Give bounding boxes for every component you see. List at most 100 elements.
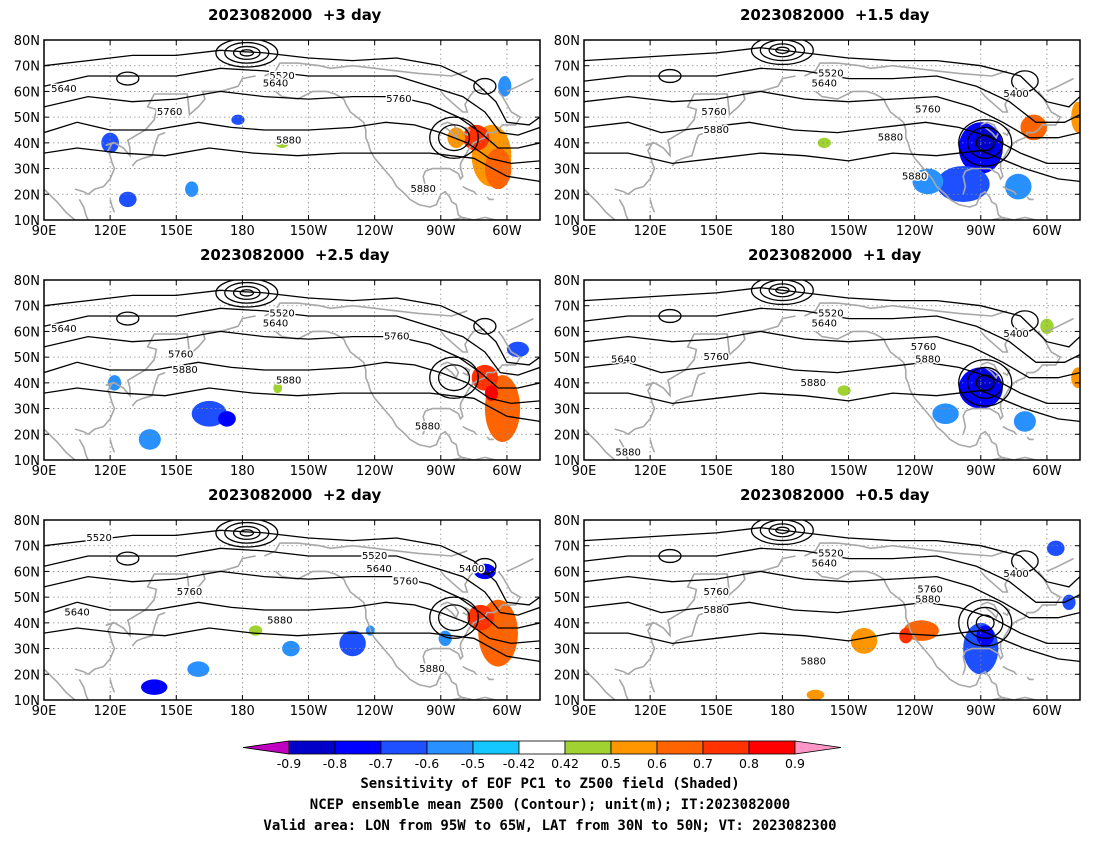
z500-contour — [215, 280, 279, 308]
coastline — [109, 199, 116, 213]
z500-contour — [966, 606, 1004, 639]
contour-label: 5640 — [263, 319, 288, 330]
contour-label: 5880 — [902, 171, 927, 182]
z500-contour — [232, 525, 261, 540]
contour-label: 5520 — [269, 71, 294, 82]
lon-tick-label: 90E — [572, 704, 597, 719]
z500-contour — [429, 596, 479, 639]
coastline — [462, 185, 477, 195]
contour-label: 5640 — [812, 319, 837, 330]
coastline — [1026, 436, 1034, 441]
coastline — [275, 330, 466, 460]
z500-contour — [44, 147, 540, 183]
contour-label: 5760 — [393, 577, 418, 588]
z500-contour — [584, 330, 1080, 379]
lat-tick-label: 80N — [554, 514, 580, 529]
contour-label: 5880 — [915, 355, 940, 366]
contour-label: 5400 — [1003, 569, 1028, 580]
z500-contour — [44, 67, 540, 136]
lat-tick-label: 30N — [554, 403, 580, 418]
lon-tick-label: 120E — [94, 464, 127, 479]
z500-contour — [658, 548, 682, 564]
coastline — [44, 428, 76, 460]
coastline — [462, 425, 477, 435]
lat-tick-label: 40N — [554, 377, 580, 392]
lon-tick-label: 90W — [966, 224, 996, 239]
coastline — [614, 75, 796, 196]
sensitivity-shading — [912, 168, 944, 195]
caption-line-2: NCEP ensemble mean Z500 (Contour); unit(… — [309, 797, 791, 813]
sensitivity-shading — [187, 661, 210, 677]
contour-label: 5520 — [818, 68, 843, 79]
z500-contour — [759, 520, 806, 542]
coastline — [275, 90, 466, 220]
contour-label: 5760 — [911, 342, 936, 353]
z500-contour — [584, 287, 1080, 348]
coastline — [991, 216, 1047, 220]
contour-label: 5760 — [384, 332, 409, 343]
z500-contour — [44, 547, 540, 616]
lon-tick-label: 180 — [770, 224, 795, 239]
coastline — [264, 62, 468, 77]
coastline — [584, 428, 616, 460]
colorbar-segment — [702, 740, 750, 755]
coastline — [649, 199, 656, 213]
map-panel-1: 564055205640576057605880588080N70N60N50N… — [14, 34, 541, 239]
z500-contour — [584, 67, 1080, 123]
lat-tick-label: 20N — [14, 428, 40, 443]
contour-label: 5880 — [704, 605, 729, 616]
lon-tick-label: 150E — [160, 704, 193, 719]
lon-tick-label: 120W — [356, 704, 394, 719]
colorbar-segment — [242, 740, 290, 755]
lat-tick-label: 40N — [554, 137, 580, 152]
contour-label: 5640 — [366, 564, 391, 575]
coastline — [649, 439, 656, 453]
sensitivity-shading — [1020, 114, 1047, 141]
coastline — [506, 317, 534, 333]
coastline — [506, 77, 534, 93]
coastline — [980, 328, 1026, 353]
colorbar-label: 0.8 — [739, 756, 759, 771]
lon-tick-label: 150E — [160, 464, 193, 479]
coastline — [486, 436, 494, 441]
z500-contour — [658, 68, 682, 84]
lon-tick-label: 60W — [1032, 224, 1062, 239]
lon-tick-label: 90E — [572, 224, 597, 239]
coastline — [618, 199, 629, 220]
sensitivity-shading — [806, 689, 825, 700]
z500-contour — [239, 289, 255, 297]
z500-contour — [966, 366, 1004, 399]
map-frame — [43, 39, 541, 221]
contour-label: 5640 — [51, 84, 76, 95]
lon-tick-label: 90E — [572, 464, 597, 479]
sensitivity-shading — [850, 628, 878, 654]
coastline — [44, 188, 76, 220]
sensitivity-shading — [1005, 173, 1032, 200]
z500-contour — [759, 280, 806, 302]
lon-tick-label: 150W — [830, 704, 868, 719]
lat-tick-label: 60N — [14, 85, 40, 100]
z500-contour — [584, 527, 1080, 588]
coastline — [74, 75, 256, 196]
lat-tick-label: 60N — [554, 325, 580, 340]
lat-tick-label: 30N — [14, 163, 40, 178]
coastline — [804, 542, 1008, 557]
lat-tick-label: 50N — [554, 351, 580, 366]
lon-tick-label: 120E — [634, 464, 667, 479]
map-frame — [43, 519, 541, 701]
coastline — [486, 676, 494, 681]
colorbar-label: -0.7 — [369, 756, 393, 771]
contour-label: 5880 — [172, 365, 197, 376]
coastline — [1046, 77, 1074, 93]
contour-label: 5880 — [915, 595, 940, 606]
map-panel-3: 5640552056405760576058805880588080N70N60… — [14, 274, 541, 479]
colorbar-label: -0.8 — [323, 756, 347, 771]
lat-tick-label: 10N — [14, 454, 40, 469]
z500-contour — [44, 570, 540, 629]
contour-label: 5400 — [1003, 329, 1028, 340]
z500-contour — [44, 330, 540, 389]
